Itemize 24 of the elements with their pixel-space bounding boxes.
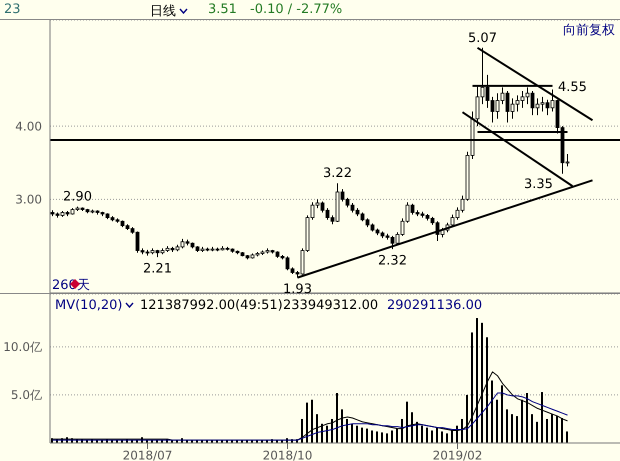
y-tick-label: 5.0亿 <box>10 388 42 402</box>
y-tick-label: 10.0亿 <box>3 340 42 354</box>
text: -0.10 / -2.77% <box>250 2 342 17</box>
annotation: 5.07 <box>468 30 497 46</box>
annotation: 3.22 <box>323 166 352 182</box>
y-tick-label: 3.00 <box>15 192 42 207</box>
text: 日线 <box>150 4 176 19</box>
annotation: 2.90 <box>63 190 92 205</box>
annotation: 2.32 <box>378 253 407 268</box>
x-tick-label: 2018/10 <box>262 448 312 461</box>
y-tick-label: 4.00 <box>15 119 42 134</box>
x-tick-label: 2019/02 <box>432 448 482 461</box>
annotation: 233949312.00 <box>283 298 378 313</box>
annotation: MV(10,20) <box>55 298 122 313</box>
annotation: 1.93 <box>283 282 312 297</box>
annotation: 3.35 <box>524 177 553 192</box>
text: 23 <box>4 2 21 17</box>
annotation: 2.21 <box>143 261 172 276</box>
annotation: 向前复权 <box>563 23 615 38</box>
annotation: 121387992.00(49:51) <box>140 298 283 313</box>
text: 3.51 <box>208 2 237 17</box>
annotation: 4.55 <box>558 80 587 95</box>
annotation: 290291136.00 <box>387 298 482 313</box>
x-tick-label: 2018/07 <box>122 448 172 461</box>
